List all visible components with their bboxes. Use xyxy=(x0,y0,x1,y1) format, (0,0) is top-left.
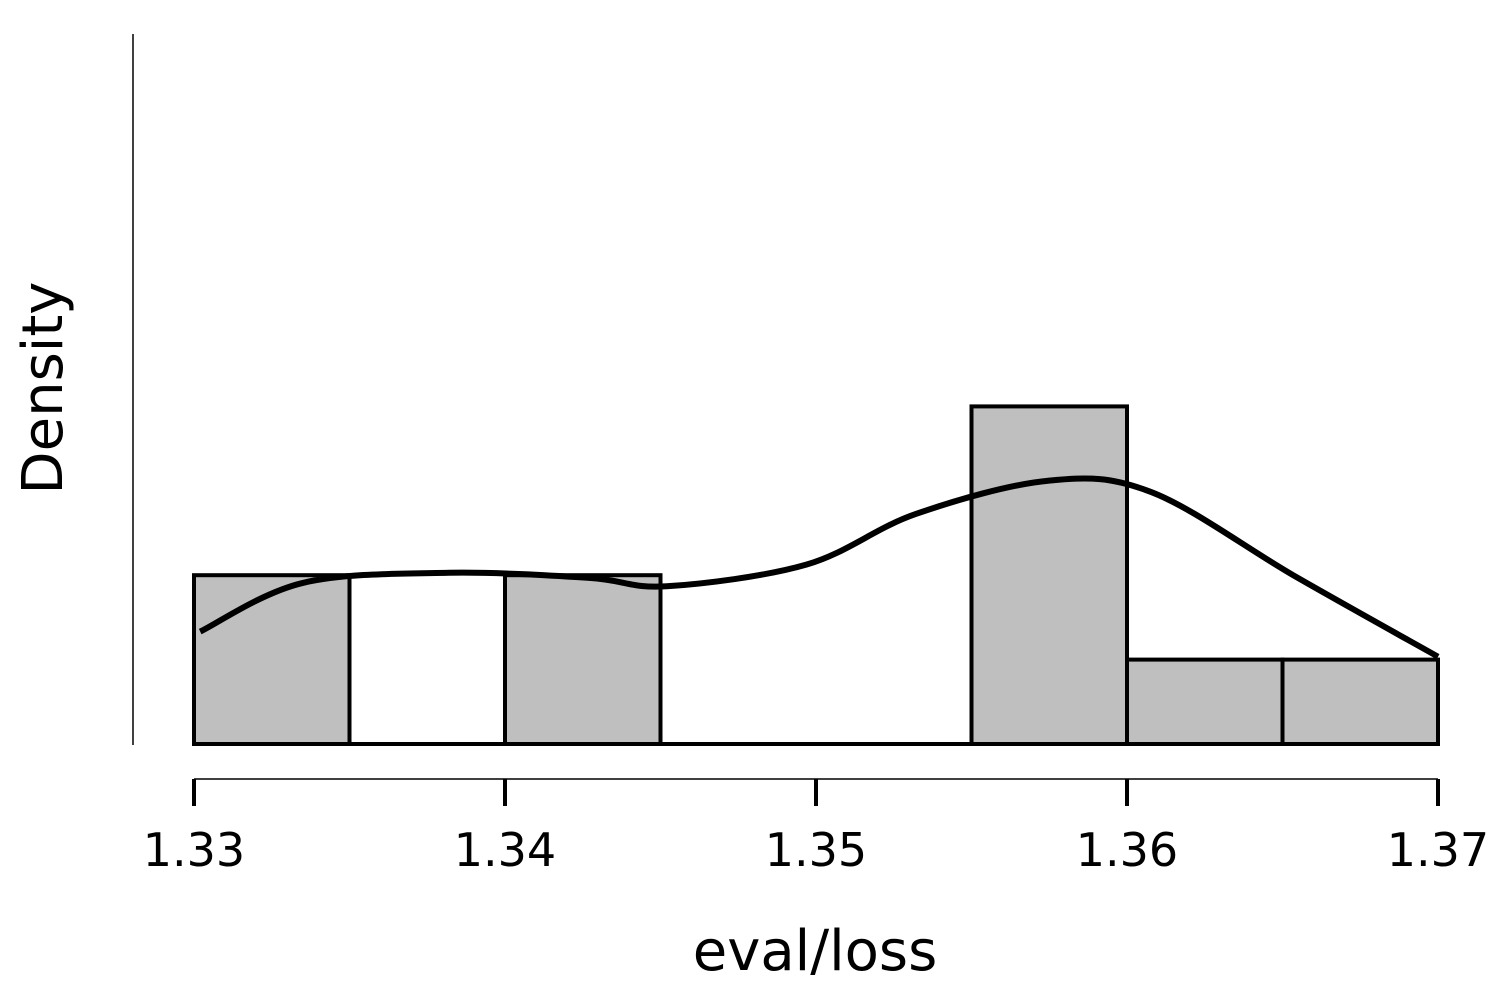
bars-layer xyxy=(192,404,1440,747)
x-tick-label: 1.35 xyxy=(765,823,867,877)
density-curve-layer xyxy=(198,475,1440,660)
x-tick-label: 1.34 xyxy=(454,823,556,877)
histogram-bar xyxy=(969,404,1129,746)
histogram-bar xyxy=(1125,657,1285,746)
histogram-bar xyxy=(192,573,352,747)
axes-layer: 1.33 1.34 1.35 1.36 1.37 xyxy=(132,34,1489,877)
density-curve xyxy=(198,475,1440,660)
histogram-bar xyxy=(1280,657,1440,746)
y-axis-title: Density xyxy=(11,282,76,495)
histogram-bar xyxy=(503,573,663,747)
x-tick-label: 1.36 xyxy=(1076,823,1178,877)
x-tick-label: 1.37 xyxy=(1387,823,1489,877)
x-tick-label: 1.33 xyxy=(143,823,245,877)
x-axis-title: eval/loss xyxy=(693,919,938,984)
